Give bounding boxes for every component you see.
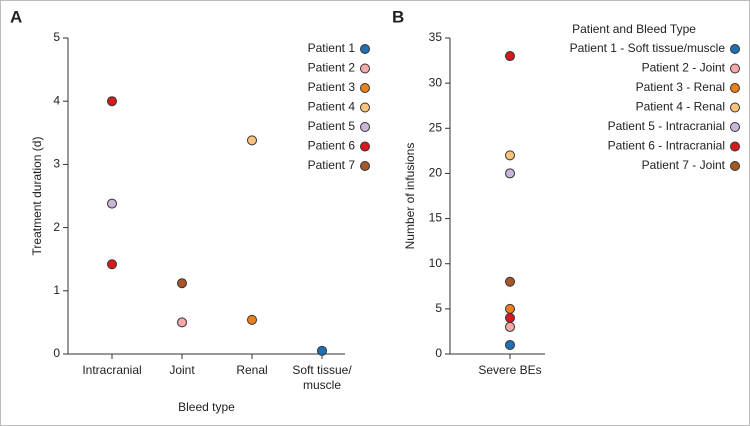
y-tick-label: 35: [429, 30, 443, 44]
data-point: [107, 259, 117, 270]
data-point: [247, 135, 257, 146]
panel-label: A: [10, 7, 22, 26]
y-tick-label: 3: [53, 157, 60, 171]
legend-label: Patient 5: [308, 119, 356, 133]
y-tick-label: 2: [53, 220, 60, 234]
y-tick-label: 5: [435, 301, 442, 315]
x-tick-label: Severe BEs: [478, 363, 542, 377]
legend-marker: [730, 44, 740, 54]
y-axis-label: Treatment duration (d): [30, 137, 44, 256]
legend-label: Patient 3 - Renal: [636, 80, 725, 94]
legend-marker: [730, 63, 740, 74]
x-tick-label: Intracranial: [82, 363, 142, 377]
legend-marker: [730, 141, 740, 152]
legend-marker: [360, 122, 370, 132]
legend-marker: [360, 141, 370, 152]
data-point: [505, 321, 515, 332]
legend-label: Patient 4 - Renal: [636, 100, 725, 114]
data-point: [317, 345, 327, 356]
legend-label: Patient 6: [308, 139, 356, 153]
x-tick-label: Joint: [169, 363, 195, 377]
legend-marker: [360, 44, 370, 54]
legend-label: Patient 5 - Intracranial: [608, 119, 725, 133]
legend-label: Patient 2 - Joint: [642, 61, 726, 75]
legend-label: Patient 7: [308, 158, 356, 172]
legend-marker: [360, 83, 370, 93]
data-point: [505, 312, 515, 323]
legend-marker: [730, 122, 740, 132]
x-tick-label: Soft tissue/ muscle: [292, 363, 352, 392]
x-axis-label: Bleed type: [178, 400, 235, 414]
data-point: [505, 51, 515, 62]
data-point: [505, 303, 515, 314]
data-point: [177, 317, 187, 328]
y-tick-label: 4: [53, 93, 60, 107]
legend-marker: [360, 102, 370, 113]
legend-marker: [360, 161, 370, 171]
y-tick-label: 30: [429, 75, 443, 89]
legend-label: Patient 1 - Soft tissue/muscle: [570, 41, 726, 55]
y-tick-label: 0: [435, 346, 442, 360]
y-tick-label: 0: [53, 346, 60, 360]
legend-label: Patient 7 - Joint: [642, 158, 726, 172]
data-point: [107, 96, 117, 107]
data-point: [247, 314, 257, 325]
legend-marker: [360, 63, 370, 74]
data-point: [177, 278, 187, 289]
panel-label: B: [392, 7, 404, 26]
data-point: [107, 198, 117, 209]
legend-label: Patient 4: [308, 100, 356, 114]
x-tick-label: Renal: [236, 363, 268, 377]
y-tick-label: 25: [429, 120, 443, 134]
legend-label: Patient 1: [308, 41, 356, 55]
y-tick-label: 20: [429, 166, 443, 180]
legend-label: Patient 3: [308, 80, 356, 94]
data-point: [505, 276, 515, 287]
legend-title: Patient and Bleed Type: [572, 22, 696, 36]
legend-marker: [730, 102, 740, 113]
y-tick-label: 10: [429, 256, 443, 270]
y-axis-label: Number of infusions: [403, 143, 417, 250]
legend-marker: [730, 83, 740, 93]
y-tick-label: 1: [53, 283, 60, 297]
y-tick-label: 5: [53, 30, 60, 44]
data-point: [505, 168, 515, 179]
y-tick-label: 15: [429, 211, 443, 225]
legend-label: Patient 2: [308, 61, 356, 75]
data-point: [505, 339, 515, 350]
data-point: [505, 150, 515, 161]
legend-label: Patient 6 - Intracranial: [608, 139, 725, 153]
legend-marker: [730, 161, 740, 171]
